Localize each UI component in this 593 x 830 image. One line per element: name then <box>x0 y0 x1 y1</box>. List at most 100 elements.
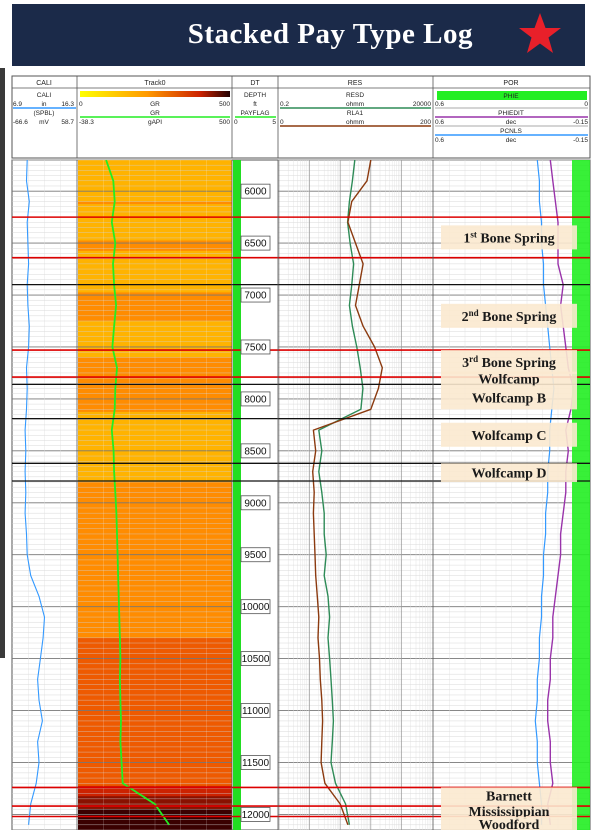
spbl-max: 58.7 <box>61 119 74 126</box>
zone-label: Barnett <box>486 790 532 805</box>
depth-unit: ft <box>253 101 257 108</box>
depth-label: 6000 <box>244 187 267 198</box>
rla1-unit: ohmm <box>346 119 364 126</box>
zone-label-bg <box>441 350 577 374</box>
title-banner: Stacked Pay Type Log <box>12 4 585 66</box>
gr-fill-max: 500 <box>219 101 230 108</box>
log-header: CALI Track0 DT RES POR CALI 6.9 in 16.3 … <box>11 75 591 159</box>
depth-label-box <box>240 495 271 511</box>
depth-label: 11000 <box>242 706 270 717</box>
zone-label: Wolfcamp <box>478 373 540 388</box>
depth-label-box <box>240 755 271 770</box>
zone-label-bg <box>441 803 577 818</box>
zone-label: 2nd Bone Spring <box>462 308 557 325</box>
payflag-bar <box>233 160 241 830</box>
zone-label-bg <box>441 816 577 830</box>
depth-label: 11500 <box>242 758 270 769</box>
track-name-res: RES <box>348 80 363 87</box>
depth-label: 9500 <box>244 550 267 561</box>
payflag-curve-name: PAYFLAG <box>240 110 269 117</box>
rla1-min: 0 <box>280 119 284 126</box>
depth-label-box <box>240 235 271 251</box>
zone-label: Wolfcamp C <box>471 429 546 444</box>
rla1-curve-name: RLA1 <box>347 110 364 117</box>
gr-unit: gAPI <box>148 119 162 126</box>
phie-curve <box>547 159 575 825</box>
depth-label: 6500 <box>244 239 267 250</box>
zone-label-bg <box>441 422 577 447</box>
zone-labels: 1st Bone Spring 2nd Bone Spring 3rd Bone S… <box>441 225 577 830</box>
pcnls-curve <box>534 159 555 825</box>
left-edge-bar <box>0 68 5 658</box>
phie-curve-name: PHIE <box>503 93 519 100</box>
track-name-track0: Track0 <box>144 80 165 87</box>
rla1-max: 200 <box>420 119 431 126</box>
zone-label: 1st Bone Spring <box>463 229 554 246</box>
resd-min: 0.2 <box>280 101 289 108</box>
depth-label-box <box>240 183 271 199</box>
depth-label-box <box>240 703 271 718</box>
zone-label-bg <box>441 787 577 805</box>
gr-max: 500 <box>219 119 230 126</box>
zone-label-bg <box>441 303 577 328</box>
depth-label: 10500 <box>242 654 270 665</box>
resd-curve-name: RESD <box>346 92 364 99</box>
por-green-fill <box>572 160 590 830</box>
cali-curve <box>24 159 46 825</box>
zone-label-bg <box>441 385 577 410</box>
gr-curve <box>105 159 170 826</box>
depth-label-box <box>240 287 271 303</box>
gr-curve-name: GR <box>150 110 160 117</box>
zone-label: Woodford <box>479 818 540 830</box>
payflag-fill <box>233 160 241 830</box>
payflag-max: 5 <box>272 119 276 126</box>
depth-label: 10000 <box>242 602 270 613</box>
phiedit-curve-name: PHIEDIT <box>498 110 524 117</box>
depth-label-box <box>240 807 271 822</box>
depth-label: 8000 <box>244 394 267 405</box>
zone-label-bg <box>441 463 577 483</box>
depth-curve-name: DEPTH <box>244 92 266 99</box>
spbl-unit: mV <box>39 119 49 126</box>
spbl-curve-name: (SPBL) <box>34 110 55 117</box>
track-name-cali: CALI <box>36 80 52 87</box>
gr-fill-name: GR <box>150 101 160 108</box>
depth-label: 8500 <box>244 446 267 457</box>
depth-label: 9000 <box>244 498 267 509</box>
depth-labels: 6000 6500 7000 7500 8000 8500 9000 9500 10000 105… <box>240 183 271 822</box>
cali-curve-name: CALI <box>37 92 52 99</box>
depth-label: 7500 <box>244 342 267 353</box>
phiedit-min: 0.6 <box>435 119 444 126</box>
cali-unit: in <box>41 101 46 108</box>
rla1-curve <box>312 159 383 826</box>
pcnls-unit: dec <box>506 137 517 144</box>
depth-label-box <box>240 651 271 667</box>
formation-top-lines <box>12 216 590 818</box>
track-name-dt: DT <box>250 80 260 87</box>
phie-max: 0 <box>584 101 588 108</box>
phiedit-unit: dec <box>506 119 517 126</box>
cali-min: 6.9 <box>13 101 22 108</box>
zone-label: Wolfcamp B <box>472 391 546 406</box>
depth-label: 7000 <box>244 291 267 302</box>
depth-label-box <box>240 443 271 459</box>
pcnls-min: 0.6 <box>435 137 444 144</box>
pcnls-curve-name: PCNLS <box>500 128 522 135</box>
resd-curve <box>318 159 364 825</box>
gr-color-fill <box>78 160 232 830</box>
gr-fill-min: 0 <box>79 101 83 108</box>
track-name-por: POR <box>503 80 518 87</box>
gr-min: -38.3 <box>79 119 94 126</box>
zone-label-bg <box>441 371 577 386</box>
depth-label: 12000 <box>242 810 270 821</box>
zone-label: Mississippian <box>469 805 550 820</box>
star-icon <box>519 13 561 53</box>
phiedit-max: -0.15 <box>573 119 588 126</box>
payflag-min: 0 <box>234 119 238 126</box>
zone-label: Wolfcamp D <box>471 467 546 482</box>
page-title: Stacked Pay Type Log <box>187 18 473 50</box>
cali-max: 16.3 <box>61 101 74 108</box>
zone-label: 3rd Bone Spring <box>462 354 556 371</box>
log-grid <box>12 159 590 830</box>
